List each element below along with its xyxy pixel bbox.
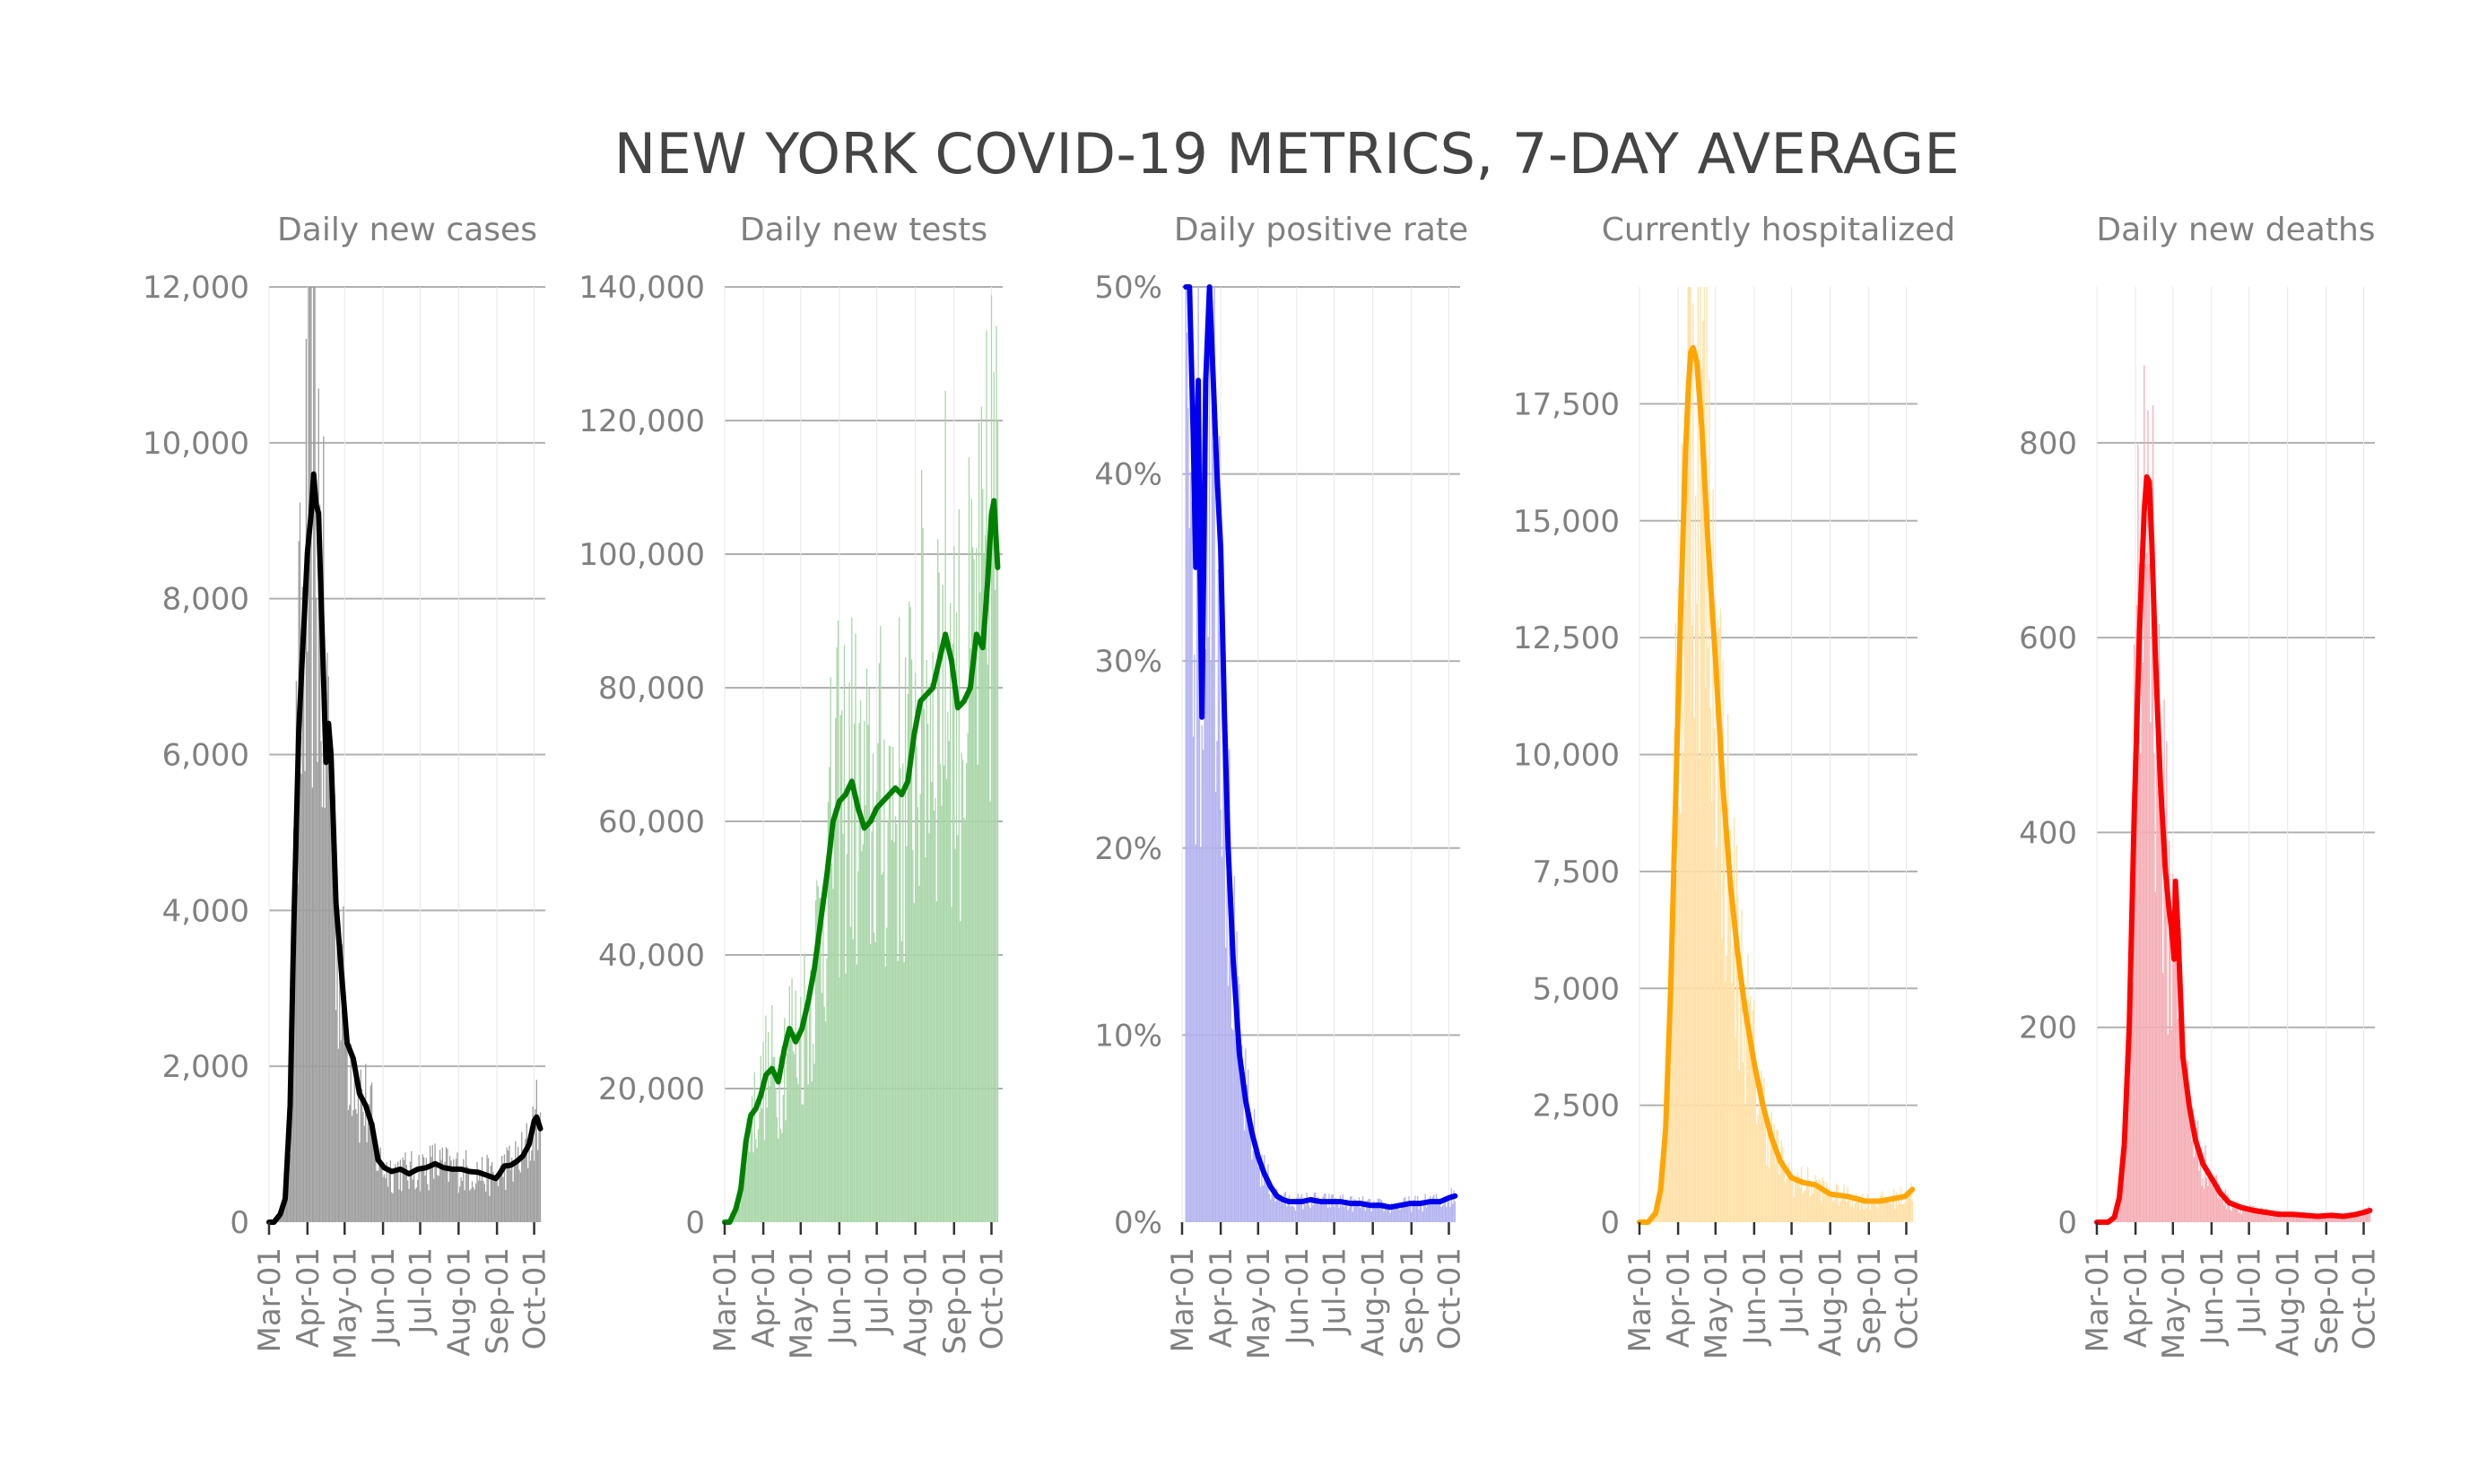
x-tick-label: Sep-01 xyxy=(1395,1247,1430,1355)
y-tick-label: 5,000 xyxy=(1533,971,1620,1007)
x-tick-label: Oct-01 xyxy=(517,1247,553,1349)
x-tick-label: Mar-01 xyxy=(1622,1247,1658,1353)
x-tick-label: Oct-01 xyxy=(1889,1247,1925,1349)
y-tick-label: 0 xyxy=(685,1205,705,1241)
y-tick-label: 15,000 xyxy=(1513,504,1620,540)
y-tick-label: 10,000 xyxy=(143,426,249,462)
panel-4: Currently hospitalized 0 2,500 5,000 7,500 10… xyxy=(1513,212,1955,1359)
y-tick-label: 800 xyxy=(2019,426,2077,462)
x-tick-label: Mar-01 xyxy=(252,1247,288,1353)
y-tick-label: 17,500 xyxy=(1513,386,1620,422)
x-tick-label: Mar-01 xyxy=(708,1247,743,1353)
x-tick-label: May-01 xyxy=(327,1247,363,1359)
x-tick-label: Jul-01 xyxy=(1775,1247,1811,1336)
avg-line xyxy=(1183,284,1458,1211)
x-tick-label: Aug-01 xyxy=(1356,1247,1392,1357)
x-tick-label: Jun-01 xyxy=(1280,1247,1316,1347)
x-tick-label: Mar-01 xyxy=(1165,1247,1201,1353)
x-tick-label: May-01 xyxy=(1241,1247,1277,1359)
y-tick-label: 20% xyxy=(1094,831,1162,867)
x-tick-label: Sep-01 xyxy=(1852,1247,1888,1355)
x-tick-label: Jun-01 xyxy=(2195,1247,2230,1347)
panel-title: Daily new deaths xyxy=(2096,212,2375,248)
y-tick-label: 120,000 xyxy=(578,404,705,439)
avg-line xyxy=(722,498,1001,1225)
y-tick-label: 200 xyxy=(2019,1011,2077,1046)
x-tick-label: Jul-01 xyxy=(860,1247,896,1336)
x-tick-label: Sep-01 xyxy=(937,1247,973,1355)
x-tick-label: Jul-01 xyxy=(2232,1247,2268,1336)
y-tick-label: 12,500 xyxy=(1513,621,1620,656)
panel-5: Daily new deaths 0 200 400 600 800 Mar-01 Apr-0… xyxy=(2019,212,2382,1359)
y-tick-label: 2,000 xyxy=(162,1049,249,1085)
x-tick-label: Oct-01 xyxy=(1431,1247,1467,1349)
y-tick-label: 600 xyxy=(2019,621,2077,656)
x-tick-label: Apr-01 xyxy=(746,1247,782,1348)
y-tick-label: 0% xyxy=(1114,1205,1162,1241)
x-tick-label: May-01 xyxy=(784,1247,820,1359)
avg-line xyxy=(266,471,543,1225)
x-tick-label: Apr-01 xyxy=(1204,1247,1239,1348)
y-tick-label: 50% xyxy=(1094,270,1162,306)
panel-title: Daily new tests xyxy=(740,212,987,248)
y-tick-label: 40% xyxy=(1094,457,1162,493)
y-tick-label: 10% xyxy=(1094,1018,1162,1054)
x-tick-label: May-01 xyxy=(2156,1247,2192,1359)
x-tick-label: Aug-01 xyxy=(441,1247,477,1357)
y-tick-label: 100,000 xyxy=(578,537,705,573)
y-tick-label: 10,000 xyxy=(1513,738,1620,774)
y-tick-label: 7,500 xyxy=(1533,855,1620,890)
y-tick-label: 0 xyxy=(230,1205,249,1241)
y-tick-label: 30% xyxy=(1094,644,1162,680)
x-tick-label: Mar-01 xyxy=(2080,1247,2116,1353)
figure-title: NEW YORK COVID-19 METRICS, 7-DAY AVERAGE xyxy=(613,121,1961,187)
x-tick-label: Apr-01 xyxy=(2118,1247,2154,1348)
x-tick-label: Apr-01 xyxy=(1661,1247,1697,1348)
x-tick-label: Apr-01 xyxy=(291,1247,326,1348)
avg-line xyxy=(2094,473,2373,1225)
panel-title: Daily positive rate xyxy=(1174,212,1468,248)
y-tick-label: 400 xyxy=(2019,815,2077,851)
x-tick-label: May-01 xyxy=(1699,1247,1735,1359)
y-tick-label: 40,000 xyxy=(598,938,705,974)
x-tick-label: Jul-01 xyxy=(404,1247,439,1336)
x-tick-label: Jun-01 xyxy=(822,1247,858,1347)
panel-title: Currently hospitalized xyxy=(1602,212,1956,248)
y-tick-label: 80,000 xyxy=(598,671,705,707)
y-tick-label: 60,000 xyxy=(598,804,705,840)
x-tick-label: Sep-01 xyxy=(2309,1247,2345,1355)
x-tick-label: Sep-01 xyxy=(480,1247,516,1355)
y-tick-label: 8,000 xyxy=(162,582,249,618)
panel-title: Daily new cases xyxy=(277,212,537,248)
x-tick-label: Jun-01 xyxy=(366,1247,402,1347)
panel-3: Daily positive rate 0% 10% 20% 30% 40% 50% Mar-… xyxy=(1094,212,1468,1359)
x-tick-label: Aug-01 xyxy=(2271,1247,2307,1357)
x-tick-label: Jul-01 xyxy=(1317,1247,1353,1336)
y-tick-label: 12,000 xyxy=(143,270,249,306)
x-tick-label: Aug-01 xyxy=(899,1247,935,1357)
panel-1: Daily new cases 0 2,000 4,000 6,000 8,000 10,0… xyxy=(143,212,553,1359)
panel-2: Daily new tests 0 20,000 40,000 60,000 80,000… xyxy=(578,212,1010,1359)
x-tick-label: Jun-01 xyxy=(1737,1247,1773,1347)
y-tick-label: 6,000 xyxy=(162,738,249,774)
y-tick-label: 140,000 xyxy=(578,270,705,306)
y-tick-label: 0 xyxy=(1600,1205,1620,1241)
y-tick-label: 20,000 xyxy=(598,1072,705,1107)
avg-line xyxy=(1637,344,1916,1225)
x-tick-label: Aug-01 xyxy=(1813,1247,1849,1357)
x-tick-label: Oct-01 xyxy=(2346,1247,2382,1349)
y-tick-label: 4,000 xyxy=(162,893,249,929)
y-tick-label: 0 xyxy=(2057,1205,2077,1241)
x-tick-label: Oct-01 xyxy=(974,1247,1010,1349)
y-tick-label: 2,500 xyxy=(1533,1089,1620,1124)
